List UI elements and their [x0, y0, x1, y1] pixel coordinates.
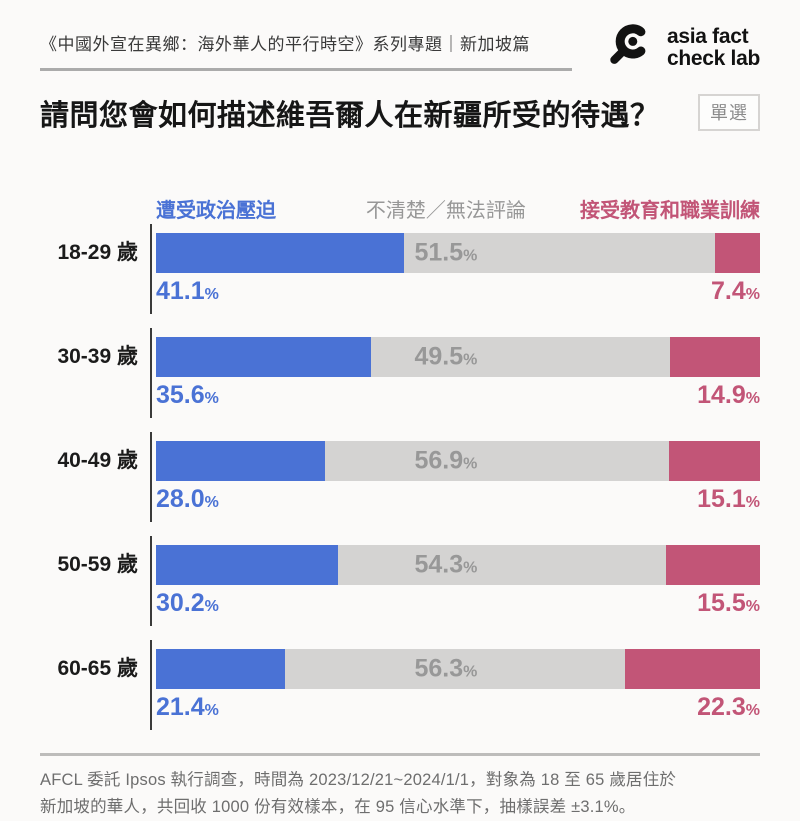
bar-segment-blue [156, 233, 405, 273]
bar-segment-pink [625, 649, 760, 689]
bar-segment-gray [338, 545, 667, 585]
logo-line1: asia fact [666, 24, 749, 48]
value-label-blue: 35.6% [156, 381, 219, 409]
question-title: 請問您會如何描述維吾爾人在新疆所受的待遇？ [40, 99, 660, 132]
value-label-pink: 15.5% [697, 589, 760, 617]
row-body: 56.9% 28.0% 15.1% [150, 432, 760, 522]
legend-spacer [40, 194, 150, 220]
bar-segment-pink [668, 441, 760, 481]
value-label-gray: 51.5% [414, 238, 478, 267]
value-label-pink: 22.3% [697, 693, 760, 721]
value-label-gray: 49.5% [414, 342, 478, 371]
value-label-row: 30.2% 15.5% [156, 590, 760, 620]
value-label-gray: 54.3% [414, 550, 478, 579]
value-label-blue: 28.0% [156, 485, 219, 513]
value-label-gray: 56.3% [414, 654, 478, 683]
value-label-row: 28.0% 15.1% [156, 486, 760, 516]
age-group-label: 50-59 歲 [57, 553, 138, 576]
bar-segment-gray [285, 649, 626, 689]
single-choice-badge: 單選 [698, 94, 760, 131]
row-body: 54.3% 30.2% 15.5% [150, 536, 760, 626]
stacked-bar: 54.3% [156, 545, 760, 585]
afcl-logo: asia fact check lab [604, 18, 760, 77]
footer-divider [40, 753, 760, 756]
row-body: 51.5% 41.1% 7.4% [150, 224, 760, 314]
value-label-gray: 56.9% [414, 446, 478, 475]
bar-segment-blue [156, 649, 286, 689]
header-divider [40, 68, 572, 71]
logo-line2: check lab [666, 46, 760, 70]
bar-segment-blue [156, 337, 372, 377]
age-group-label: 30-39 歲 [57, 345, 138, 368]
row-body: 49.5% 35.6% 14.9% [150, 328, 760, 418]
chart-legend: 遭受政治壓迫 不清楚／無法評論 接受教育和職業訓練 [156, 194, 760, 222]
chart-row: 60-65 歲 56.3% 21.4% 22.3% [40, 640, 760, 730]
chart-row: 40-49 歲 56.9% 28.0% 15.1% [40, 432, 760, 522]
bar-segment-blue [156, 545, 339, 585]
survey-methodology-note: AFCL 委託 Ipsos 執行調查，時間為 2023/12/21~2024/1… [40, 767, 760, 821]
row-body: 56.3% 21.4% 22.3% [150, 640, 760, 730]
bar-segment-gray [325, 441, 669, 481]
age-group-label: 18-29 歲 [57, 241, 138, 264]
value-label-row: 35.6% 14.9% [156, 382, 760, 412]
stacked-bar: 56.9% [156, 441, 760, 481]
bar-segment-pink [715, 233, 760, 273]
stacked-bar: 56.3% [156, 649, 760, 689]
value-label-blue: 30.2% [156, 589, 219, 617]
stacked-bar: 51.5% [156, 233, 760, 273]
series-title: 《中國外宣在異鄉：海外華人的平行時空》系列專題｜新加坡篇 [40, 35, 530, 54]
age-group-label: 40-49 歲 [57, 449, 138, 472]
axis-tick-line [150, 536, 152, 626]
stacked-bar: 49.5% [156, 337, 760, 377]
axis-tick-line [150, 224, 152, 314]
axis-tick-line [150, 640, 152, 730]
value-label-pink: 15.1% [697, 485, 760, 513]
footnote-line1: AFCL 委託 Ipsos 執行調查，時間為 2023/12/21~2024/1… [40, 771, 677, 789]
bar-chart: 18-29 歲 51.5% 41.1% 7.4% 30-39 歲 49.5% 35.6% 14… [40, 224, 760, 730]
page-header: 《中國外宣在異鄉：海外華人的平行時空》系列專題｜新加坡篇 asia fact c… [40, 0, 760, 69]
value-label-blue: 41.1% [156, 277, 219, 305]
value-label-pink: 14.9% [697, 381, 760, 409]
axis-tick-line [150, 328, 152, 418]
age-group-label: 60-65 歲 [57, 657, 138, 680]
bar-segment-pink [669, 337, 760, 377]
legend-row: 遭受政治壓迫 不清楚／無法評論 接受教育和職業訓練 [40, 194, 760, 222]
chart-row: 30-39 歲 49.5% 35.6% 14.9% [40, 328, 760, 418]
chart-row: 18-29 歲 51.5% 41.1% 7.4% [40, 224, 760, 314]
legend-item-unclear: 不清楚／無法評論 [365, 200, 526, 222]
value-label-pink: 7.4% [711, 277, 760, 305]
infographic-page: 《中國外宣在異鄉：海外華人的平行時空》系列專題｜新加坡篇 asia fact c… [40, 0, 760, 816]
legend-item-political-oppression: 遭受政治壓迫 [156, 200, 276, 222]
title-row: 請問您會如何描述維吾爾人在新疆所受的待遇？ 單選 [40, 90, 760, 135]
value-label-blue: 21.4% [156, 693, 219, 721]
legend-item-education-training: 接受教育和職業訓練 [580, 200, 760, 222]
logo-wordmark: asia fact check lab [666, 24, 760, 70]
chart-row: 50-59 歲 54.3% 30.2% 15.5% [40, 536, 760, 626]
axis-tick-line [150, 432, 152, 522]
magnifier-icon [604, 18, 658, 77]
value-label-row: 41.1% 7.4% [156, 278, 760, 308]
bar-segment-blue [156, 441, 326, 481]
bar-segment-pink [666, 545, 760, 585]
footnote-line2: 新加坡的華人，共回收 1000 份有效樣本，在 95 信心水準下，抽樣誤差 ±3… [40, 798, 636, 816]
value-label-row: 21.4% 22.3% [156, 694, 760, 724]
bar-segment-gray [404, 233, 716, 273]
bar-segment-gray [371, 337, 670, 377]
